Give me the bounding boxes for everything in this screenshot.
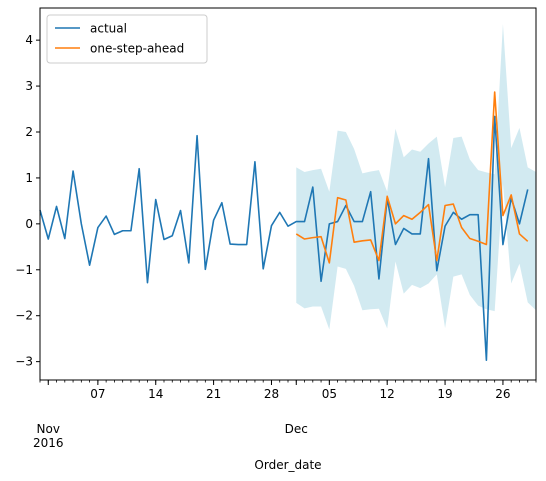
legend-label-one-step-ahead: one-step-ahead xyxy=(90,42,184,56)
confidence-band-layer xyxy=(296,24,536,330)
x-tick-label: 19 xyxy=(437,387,452,401)
x-tick-label: 07 xyxy=(90,387,105,401)
series-lines-layer xyxy=(39,91,529,362)
x-year-label: 2016 xyxy=(33,436,64,450)
legend: actual one-step-ahead xyxy=(46,14,208,64)
y-tick-label: −2 xyxy=(15,309,33,323)
y-tick-label: 1 xyxy=(25,171,33,185)
x-tick-label: 12 xyxy=(380,387,395,401)
legend-label-actual: actual xyxy=(90,22,127,36)
x-tick-label: 26 xyxy=(495,387,510,401)
y-tick-label: 3 xyxy=(25,79,33,93)
y-tick-label: 4 xyxy=(25,33,33,47)
y-axis: −3 −2 −1 0 1 2 3 4 xyxy=(15,33,40,369)
y-tick-label: −1 xyxy=(15,263,33,277)
x-tick-label: 14 xyxy=(148,387,163,401)
series-line-actual xyxy=(39,115,529,362)
x-tick-label: 05 xyxy=(322,387,337,401)
confidence-band xyxy=(296,24,536,330)
legend-box xyxy=(46,14,208,64)
x-axis-label: Order_date xyxy=(254,458,321,472)
x-month-label: Nov xyxy=(37,422,60,436)
x-tick-label: 21 xyxy=(206,387,221,401)
y-tick-label: 2 xyxy=(25,125,33,139)
y-tick-label: 0 xyxy=(25,217,33,231)
y-tick-label: −3 xyxy=(15,355,33,369)
x-tick-label: 28 xyxy=(264,387,279,401)
x-month-label: Dec xyxy=(285,422,308,436)
